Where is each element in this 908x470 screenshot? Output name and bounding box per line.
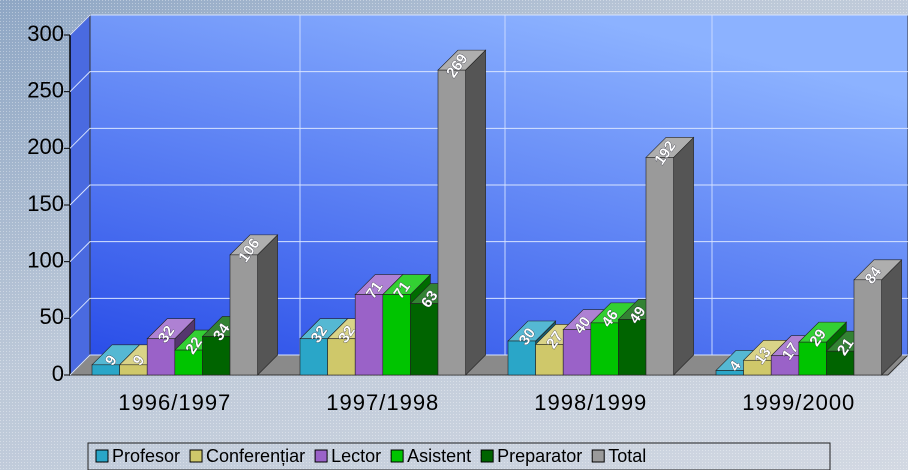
y-tick-label: 200	[27, 134, 64, 159]
y-tick-label: 100	[27, 247, 64, 272]
bar	[327, 338, 356, 376]
bar	[229, 254, 258, 376]
bar	[618, 319, 647, 376]
legend-label: Lector	[331, 446, 381, 466]
legend-label: Conferențiar	[206, 446, 305, 466]
legend-label: Preparator	[497, 446, 582, 466]
bar-side	[257, 234, 278, 376]
x-tick-label: 1998/1999	[534, 390, 647, 415]
legend-box	[87, 442, 831, 470]
bar	[562, 329, 592, 376]
bar	[202, 336, 231, 376]
grid-line	[69, 297, 908, 319]
bar	[146, 338, 176, 376]
bar	[798, 341, 827, 376]
bar	[410, 303, 439, 376]
grid-line	[69, 71, 908, 93]
bar	[437, 69, 466, 376]
bar	[645, 157, 674, 376]
legend-marker	[189, 449, 203, 463]
bar	[590, 322, 619, 376]
grid-line	[69, 127, 908, 149]
y-tick-label: 50	[40, 304, 64, 329]
legend-marker	[95, 449, 109, 463]
legend-marker	[591, 449, 605, 463]
bar	[853, 279, 882, 376]
bar	[354, 294, 384, 376]
legend-marker	[314, 449, 328, 463]
legend-label: Total	[608, 446, 646, 466]
legend-marker	[390, 449, 404, 463]
y-tick-label: 300	[27, 21, 64, 46]
x-tick-label: 1999/2000	[742, 390, 855, 415]
bar	[507, 340, 536, 376]
legend-label: Profesor	[112, 446, 180, 466]
legend-marker	[480, 449, 494, 463]
bar-side	[465, 49, 486, 376]
x-tick-label: 1996/1997	[118, 390, 231, 415]
y-tick-label: 150	[27, 191, 64, 216]
y-tick-label: 250	[27, 77, 64, 102]
bar-side	[673, 136, 694, 376]
bar	[299, 338, 328, 376]
legend-label: Asistent	[407, 446, 471, 466]
x-tick-label: 1997/1998	[326, 390, 439, 415]
y-tick-label: 0	[52, 361, 64, 386]
bar	[382, 294, 411, 376]
grid-line	[69, 184, 908, 206]
grid-line	[69, 241, 908, 263]
grid-line	[69, 14, 908, 36]
